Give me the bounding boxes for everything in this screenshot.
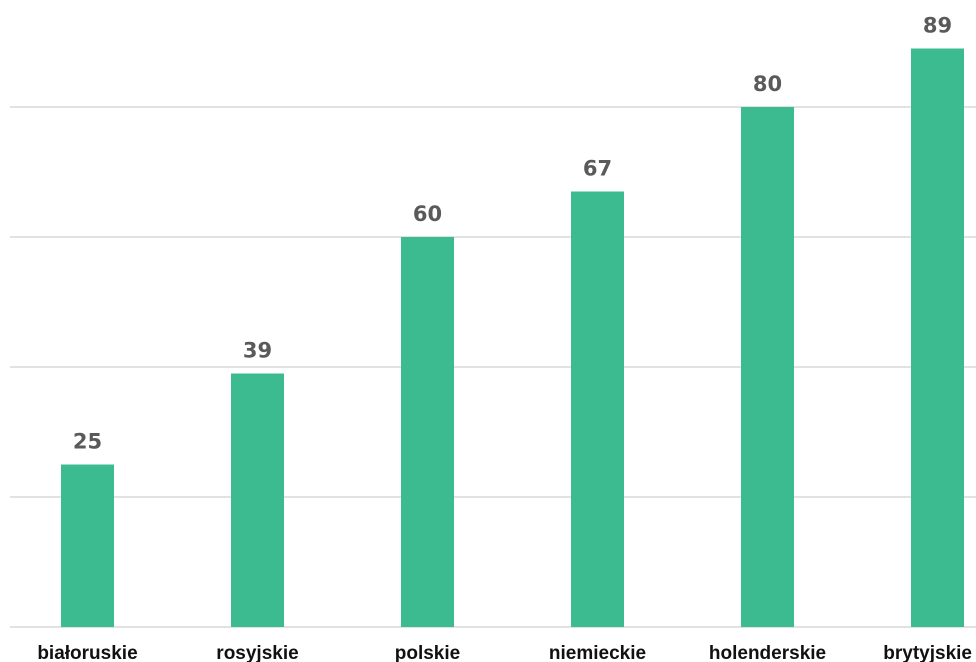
bars: [61, 48, 964, 627]
value-label-rosyjskie: 39: [243, 339, 272, 363]
bar-polskie: [401, 237, 454, 627]
value-label-białoruskie: 25: [73, 430, 102, 454]
value-label-holenderskie: 80: [753, 72, 782, 96]
value-label-niemieckie: 67: [583, 157, 612, 181]
category-label-brytyjskie: brytyjskie: [883, 643, 972, 662]
value-labels: 25 39 60 67 80 89: [73, 14, 952, 454]
category-label-holenderskie: holenderskie: [709, 643, 826, 662]
category-label-niemieckie: niemieckie: [549, 643, 646, 662]
bar-białoruskie: [61, 464, 114, 627]
gridlines: [10, 106, 976, 628]
value-label-brytyjskie: 89: [923, 14, 952, 38]
bar-niemieckie: [571, 191, 624, 627]
value-label-polskie: 60: [413, 202, 442, 226]
category-label-polskie: polskie: [395, 643, 460, 662]
category-labels: białoruskie rosyjskie polskie niemieckie hol…: [37, 643, 972, 662]
category-label-rosyjskie: rosyjskie: [216, 643, 298, 662]
bar-holenderskie: [741, 107, 794, 627]
category-label-białoruskie: białoruskie: [37, 643, 137, 662]
bar-brytyjskie: [911, 48, 964, 627]
bar-rosyjskie: [231, 373, 284, 627]
